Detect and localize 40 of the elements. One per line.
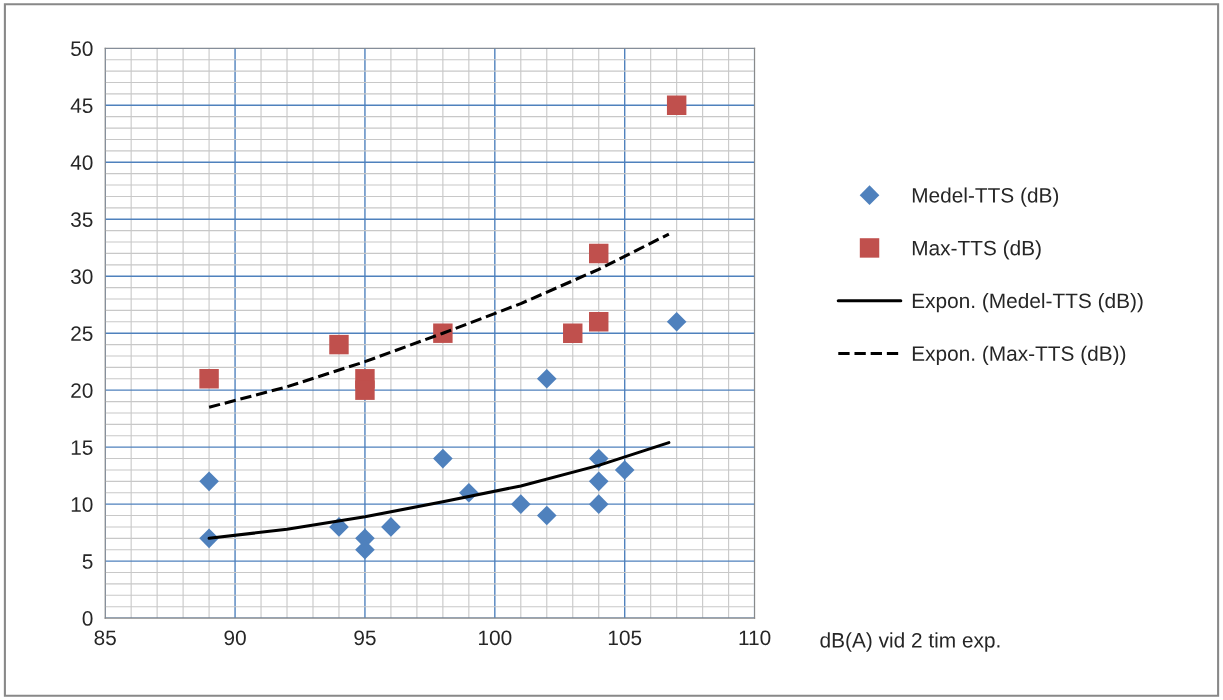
point [588, 494, 609, 514]
y-tick-label: 50 [71, 41, 93, 57]
point [666, 311, 687, 332]
point [329, 334, 349, 355]
x-tick-label: 110 [739, 630, 771, 646]
legend-label: Max-TTS (dB) [912, 240, 1041, 260]
point [588, 471, 609, 492]
point [199, 471, 219, 492]
point [199, 369, 219, 389]
legend-label: Expon. (Max-TTS (dB)) [912, 345, 1126, 366]
y-tick-label: 5 [82, 554, 93, 569]
x-tick-label: 95 [354, 630, 376, 646]
point [536, 368, 557, 389]
x-tick-label: 85 [94, 630, 116, 646]
point [563, 323, 583, 343]
point [589, 243, 609, 264]
x-tick-label: 100 [479, 630, 512, 646]
point [666, 95, 687, 115]
y-tick-label: 45 [70, 98, 93, 114]
legend-label: Medel-TTS (dB) [912, 187, 1059, 207]
y-tick-label: 15 [71, 440, 93, 455]
y-tick-label: 10 [71, 497, 93, 512]
x-tick-label: 90 [224, 630, 246, 646]
x-tick-label: 105 [608, 630, 642, 646]
point [510, 494, 531, 514]
x-axis-title: dB(A) vid 2 tim exp. [820, 632, 1000, 652]
legend-label: Expon. (Medel-TTS (dB)) [912, 292, 1143, 313]
point [355, 380, 375, 400]
point [589, 312, 609, 332]
point [614, 460, 635, 480]
y-tick-label: 40 [70, 155, 93, 171]
line-series [207, 232, 671, 409]
point [381, 517, 401, 537]
y-tick-label: 30 [71, 269, 93, 284]
point [433, 448, 453, 469]
y-tick-label: 25 [71, 326, 93, 341]
y-tick-label: 0 [82, 611, 93, 626]
y-tick-label: 35 [71, 212, 93, 227]
y-tick-label: 20 [71, 383, 93, 398]
point [536, 505, 557, 526]
